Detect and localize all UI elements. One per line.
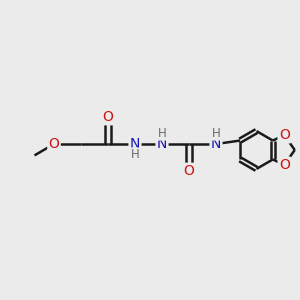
Text: N: N	[211, 137, 221, 151]
Text: H: H	[130, 148, 140, 161]
Text: O: O	[103, 110, 113, 124]
Text: H: H	[212, 127, 220, 140]
Text: N: N	[130, 137, 140, 151]
Text: H: H	[158, 127, 166, 140]
Text: O: O	[49, 137, 59, 151]
Text: N: N	[157, 137, 167, 151]
Text: O: O	[279, 128, 290, 142]
Text: O: O	[279, 158, 290, 172]
Text: O: O	[184, 164, 194, 178]
